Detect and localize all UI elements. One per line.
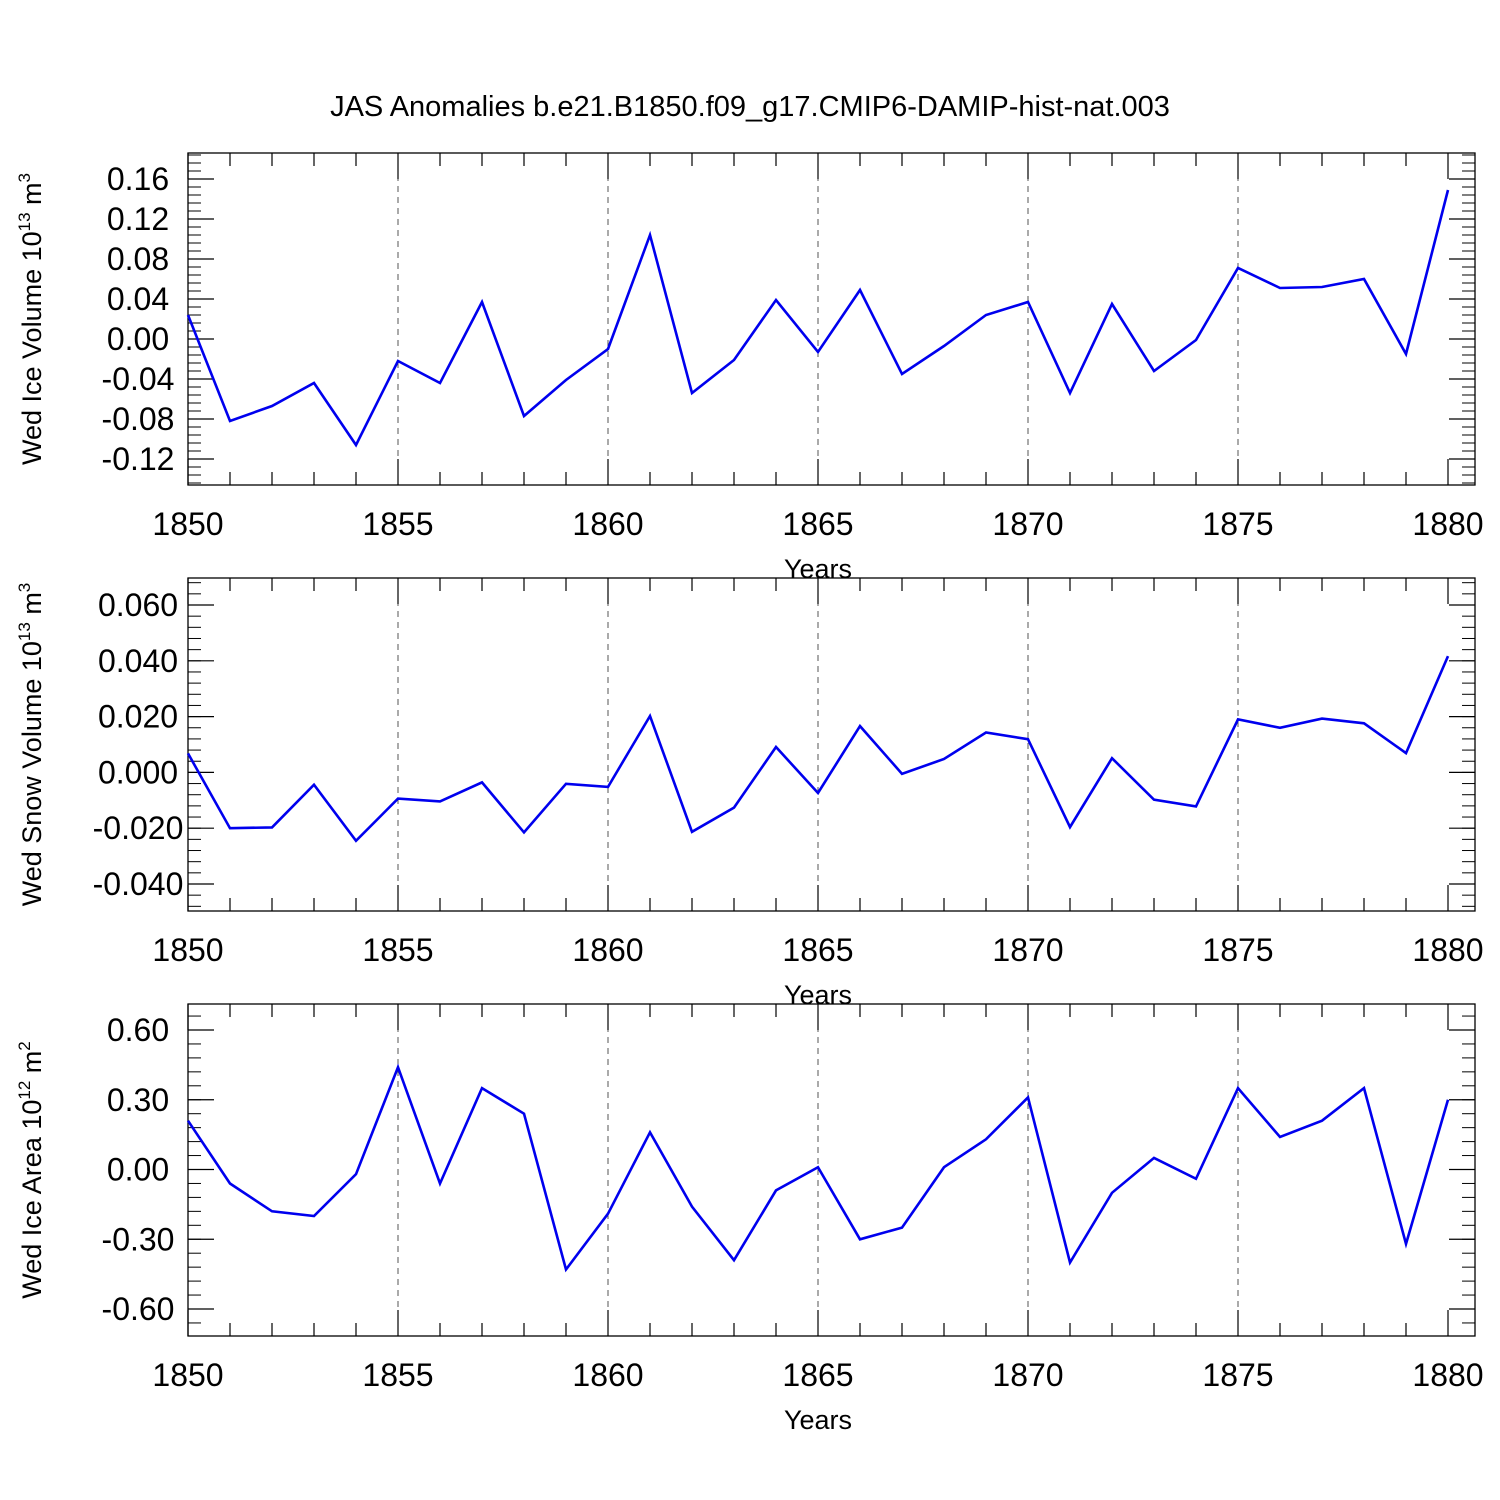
x-tick-label: 1870 <box>992 932 1063 968</box>
plot-frame <box>187 152 1476 486</box>
panel-2: -0.040 -0.020 0.000 0.020 0.040 0.060 1850 1855… <box>15 577 1484 1010</box>
x-tick-label: 1880 <box>1412 932 1483 968</box>
x-tick-label: 1865 <box>782 506 853 542</box>
x-tick-label: 1870 <box>992 506 1063 542</box>
x-tick-label: 1850 <box>152 1357 223 1393</box>
x-tick-label: 1850 <box>152 506 223 542</box>
y-tick-label: 0.08 <box>107 241 169 277</box>
y-tick-label: -0.040 <box>93 866 184 902</box>
x-tick-label: 1855 <box>362 506 433 542</box>
y-tick-label: -0.12 <box>102 441 175 477</box>
series-line <box>186 655 1450 843</box>
x-tick-label: 1880 <box>1412 1357 1483 1393</box>
y-tick-label: 0.060 <box>98 587 178 623</box>
y-tick-label: 0.16 <box>107 161 169 197</box>
x-tick-label: 1875 <box>1202 932 1273 968</box>
y-tick-label: 0.60 <box>107 1012 169 1048</box>
plot-frame <box>187 1003 1476 1337</box>
x-tick-label: 1865 <box>782 932 853 968</box>
y-tick-label: -0.020 <box>93 810 184 846</box>
y-tick-label: -0.04 <box>102 361 175 397</box>
x-tick-label: 1860 <box>572 506 643 542</box>
figure-title: JAS Anomalies b.e21.B1850.f09_g17.CMIP6-… <box>330 91 1170 123</box>
panel-1: -0.12 -0.08 -0.04 0.00 0.04 0.08 0.12 0.16 1850 1… <box>15 152 1484 584</box>
x-tick-label: 1875 <box>1202 1357 1273 1393</box>
y-tick-label: 0.12 <box>107 201 169 237</box>
x-tick-label: 1860 <box>572 1357 643 1393</box>
panel-3: -0.60 -0.30 0.00 0.30 0.60 1850 1855 1860 1865 18… <box>15 1003 1484 1435</box>
y-tick-label: 0.04 <box>107 281 169 317</box>
y-tick-label: 0.000 <box>98 754 178 790</box>
y-tick-label: 0.00 <box>107 1152 169 1188</box>
y-tick-label: 0.020 <box>98 699 178 735</box>
x-tick-label: 1870 <box>992 1357 1063 1393</box>
x-tick-label: 1880 <box>1412 506 1483 542</box>
y-axis-label: Wed Snow Volume 1013 m3 <box>15 583 47 907</box>
x-tick-label: 1855 <box>362 932 433 968</box>
x-tick-label: 1865 <box>782 1357 853 1393</box>
x-tick-label: 1860 <box>572 932 643 968</box>
y-tick-label: -0.60 <box>102 1291 175 1327</box>
y-tick-label: -0.30 <box>102 1221 175 1257</box>
y-tick-label: 0.00 <box>107 321 169 357</box>
x-tick-label: 1875 <box>1202 506 1273 542</box>
y-tick-label: 0.30 <box>107 1082 169 1118</box>
y-axis-label: Wed Ice Area 1012 m2 <box>15 1041 47 1299</box>
plot-frame <box>187 577 1476 912</box>
y-axis-label: Wed Ice Volume 1013 m3 <box>15 173 47 465</box>
y-tick-label: 0.040 <box>98 643 178 679</box>
x-tick-label: 1855 <box>362 1357 433 1393</box>
x-tick-label: 1850 <box>152 932 223 968</box>
x-axis-label: Years <box>784 1405 852 1435</box>
y-tick-label: -0.08 <box>102 401 175 437</box>
